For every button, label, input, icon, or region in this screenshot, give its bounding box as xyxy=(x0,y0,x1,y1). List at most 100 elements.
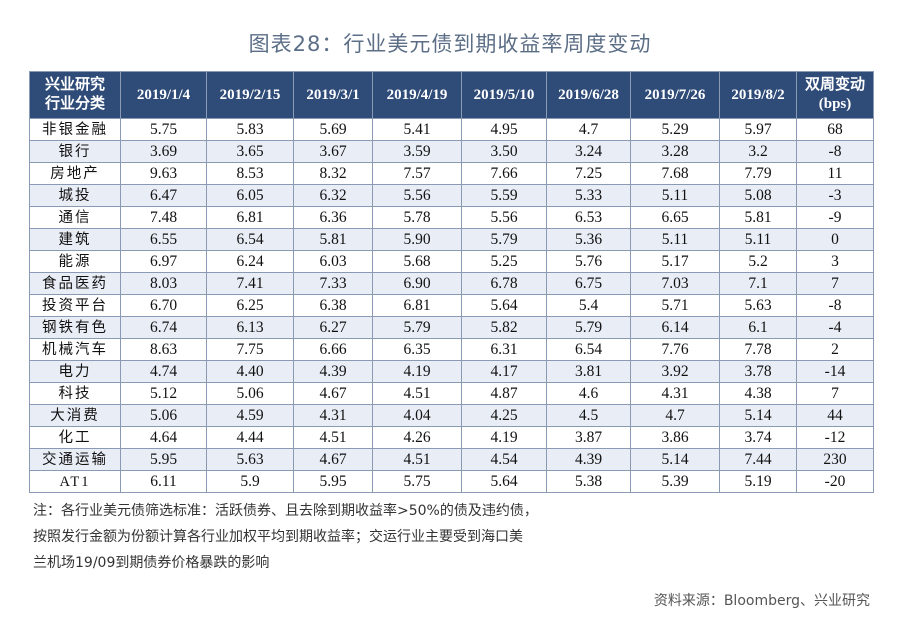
yield-cell: 7.25 xyxy=(546,162,631,185)
table-row: 房地产 9.63 8.53 8.32 7.57 7.66 7.25 7.68 7.79 11 xyxy=(29,162,874,185)
yield-cell: 6.35 xyxy=(372,338,462,361)
yield-cell: 5.63 xyxy=(719,294,797,317)
industry-cell: 建筑 xyxy=(29,228,121,251)
yield-cell: 5.83 xyxy=(206,118,294,141)
yield-cell: 8.32 xyxy=(293,162,373,185)
industry-cell: 食品医药 xyxy=(29,272,121,295)
yield-cell: 7.79 xyxy=(719,162,797,185)
industry-cell: 非银金融 xyxy=(29,118,121,141)
yield-cell: 5.12 xyxy=(120,382,207,405)
yield-cell: 4.04 xyxy=(372,404,462,427)
yield-cell: 6.55 xyxy=(120,228,207,251)
yield-cell: 4.39 xyxy=(293,360,373,383)
yield-cell: 3.28 xyxy=(630,140,720,163)
yield-cell: 5.33 xyxy=(546,184,631,207)
yield-cell: 5.82 xyxy=(461,316,547,339)
yield-cell: 5.56 xyxy=(372,184,462,207)
yield-cell: 5.11 xyxy=(719,228,797,251)
yield-cell: 8.53 xyxy=(206,162,294,185)
industry-cell: 房地产 xyxy=(29,162,121,185)
yield-cell: 4.7 xyxy=(546,118,631,141)
change-cell: -8 xyxy=(796,294,874,317)
yield-cell: 5.11 xyxy=(630,184,720,207)
yield-table: 兴业研究 行业分类 2019/1/4 2019/2/15 2019/3/1 2019/4… xyxy=(29,71,874,493)
header-row: 兴业研究 行业分类 2019/1/4 2019/2/15 2019/3/1 2019/4… xyxy=(29,71,874,119)
yield-cell: 6.38 xyxy=(293,294,373,317)
table-body: 非银金融 5.75 5.83 5.69 5.41 4.95 4.7 5.29 5.97 68 银行 3… xyxy=(29,118,874,493)
yield-cell: 5.63 xyxy=(206,448,294,471)
yield-cell: 7.33 xyxy=(293,272,373,295)
change-cell: 2 xyxy=(796,338,874,361)
yield-cell: 5.17 xyxy=(630,250,720,273)
table-row: 交通运输 5.95 5.63 4.67 4.51 4.54 4.39 5.14 7.44 230 xyxy=(29,448,874,471)
table-row: 城投 6.47 6.05 6.32 5.56 5.59 5.33 5.11 5.08 -3 xyxy=(29,184,874,207)
header-date: 2019/8/2 xyxy=(719,71,797,119)
yield-cell: 5.69 xyxy=(293,118,373,141)
yield-cell: 5.81 xyxy=(293,228,373,251)
yield-cell: 3.92 xyxy=(630,360,720,383)
yield-cell: 5.78 xyxy=(372,206,462,229)
table-row: 建筑 6.55 6.54 5.81 5.90 5.79 5.36 5.11 5.11 0 xyxy=(29,228,874,251)
yield-cell: 5.64 xyxy=(461,470,547,493)
yield-cell: 5.25 xyxy=(461,250,547,273)
yield-cell: 6.54 xyxy=(206,228,294,251)
yield-cell: 4.54 xyxy=(461,448,547,471)
table-row: 通信 7.48 6.81 6.36 5.78 5.56 6.53 6.65 5.81 -9 xyxy=(29,206,874,229)
yield-cell: 5.06 xyxy=(206,382,294,405)
yield-cell: 3.59 xyxy=(372,140,462,163)
yield-cell: 7.66 xyxy=(461,162,547,185)
yield-cell: 7.76 xyxy=(630,338,720,361)
header-date: 2019/7/26 xyxy=(630,71,720,119)
yield-cell: 6.97 xyxy=(120,250,207,273)
header-date: 2019/3/1 xyxy=(293,71,373,119)
table-row: 食品医药 8.03 7.41 7.33 6.90 6.78 6.75 7.03 7.1 7 xyxy=(29,272,874,295)
yield-cell: 6.78 xyxy=(461,272,547,295)
yield-cell: 5.9 xyxy=(206,470,294,493)
yield-cell: 5.81 xyxy=(719,206,797,229)
yield-cell: 3.81 xyxy=(546,360,631,383)
yield-cell: 6.81 xyxy=(372,294,462,317)
yield-cell: 5.38 xyxy=(546,470,631,493)
yield-cell: 5.76 xyxy=(546,250,631,273)
yield-cell: 3.24 xyxy=(546,140,631,163)
industry-cell: 科技 xyxy=(29,382,121,405)
yield-cell: 4.17 xyxy=(461,360,547,383)
yield-cell: 6.75 xyxy=(546,272,631,295)
header-category-line: 行业分类 xyxy=(44,96,105,112)
yield-cell: 7.57 xyxy=(372,162,462,185)
header-category-line: 兴业研究 xyxy=(44,77,105,93)
table-row: 银行 3.69 3.65 3.67 3.59 3.50 3.24 3.28 3.2 -8 xyxy=(29,140,874,163)
yield-cell: 5.59 xyxy=(461,184,547,207)
table-row: AT1 6.11 5.9 5.95 5.75 5.64 5.38 5.39 5.19 -20 xyxy=(29,470,874,493)
yield-cell: 8.03 xyxy=(120,272,207,295)
change-cell: -20 xyxy=(796,470,874,493)
yield-cell: 4.25 xyxy=(461,404,547,427)
yield-cell: 5.36 xyxy=(546,228,631,251)
table-row: 能源 6.97 6.24 6.03 5.68 5.25 5.76 5.17 5.2 3 xyxy=(29,250,874,273)
table-row: 电力 4.74 4.40 4.39 4.19 4.17 3.81 3.92 3.78 -14 xyxy=(29,360,874,383)
yield-cell: 3.65 xyxy=(206,140,294,163)
footnote-line: 按照发行金额为份额计算各行业加权平均到期收益率；交运行业主要受到海口美 xyxy=(33,529,523,545)
yield-cell: 6.14 xyxy=(630,316,720,339)
yield-cell: 6.47 xyxy=(120,184,207,207)
yield-cell: 5.4 xyxy=(546,294,631,317)
table-row: 大消费 5.06 4.59 4.31 4.04 4.25 4.5 4.7 5.14 44 xyxy=(29,404,874,427)
yield-cell: 5.75 xyxy=(120,118,207,141)
change-cell: 7 xyxy=(796,272,874,295)
yield-cell: 7.41 xyxy=(206,272,294,295)
yield-cell: 5.39 xyxy=(630,470,720,493)
industry-cell: 电力 xyxy=(29,360,121,383)
yield-cell: 7.44 xyxy=(719,448,797,471)
table-row: 投资平台 6.70 6.25 6.38 6.81 5.64 5.4 5.71 5.63 -8 xyxy=(29,294,874,317)
yield-cell: 5.71 xyxy=(630,294,720,317)
yield-cell: 6.27 xyxy=(293,316,373,339)
industry-cell: 大消费 xyxy=(29,404,121,427)
yield-cell: 4.51 xyxy=(372,382,462,405)
yield-cell: 4.67 xyxy=(293,448,373,471)
yield-cell: 8.63 xyxy=(120,338,207,361)
yield-cell: 3.74 xyxy=(719,426,797,449)
yield-cell: 6.13 xyxy=(206,316,294,339)
header-category: 兴业研究 行业分类 xyxy=(29,71,121,119)
change-cell: -9 xyxy=(796,206,874,229)
table-row: 钢铁有色 6.74 6.13 6.27 5.79 5.82 5.79 6.14 6.1 -4 xyxy=(29,316,874,339)
